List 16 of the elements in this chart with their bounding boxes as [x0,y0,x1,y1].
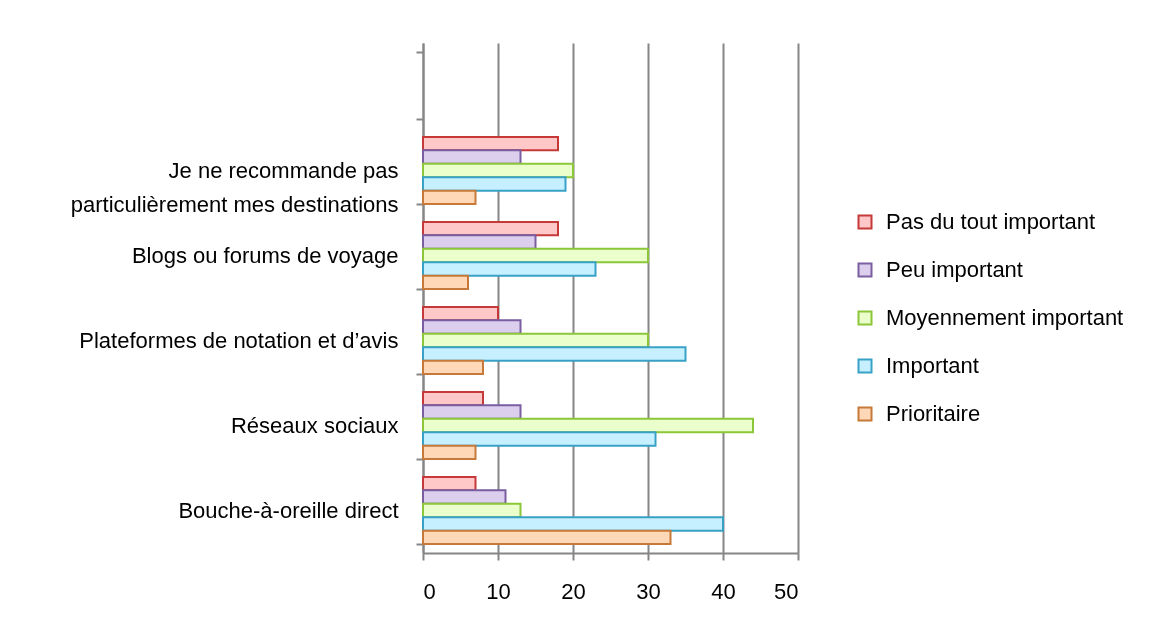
x-tick-label: 0 [423,578,436,604]
x-tick-label: 50 [774,578,799,604]
legend-label: Peu important [886,257,1023,282]
x-tick-label: 10 [486,578,511,604]
x-tick-label: 20 [561,578,586,604]
y-tick-label: Bouche-à-oreille direct [178,498,399,523]
y-tick-label: Blogs ou forums de voyage [131,243,399,268]
y-tick-label: Je ne recommande pas particulièrement mes destinations [70,158,399,217]
x-tick-label: 40 [711,578,736,604]
legend-label: Pas du tout important [886,209,1096,234]
legend-label: Prioritaire [886,401,981,426]
x-tick-label: 30 [636,578,661,604]
y-tick-label: Plateformes de notation et d’avis [79,328,399,353]
legend-label: Moyennement important [886,305,1124,330]
y-tick-label: Réseaux sociaux [230,413,399,438]
legend-label: Important [886,353,979,378]
